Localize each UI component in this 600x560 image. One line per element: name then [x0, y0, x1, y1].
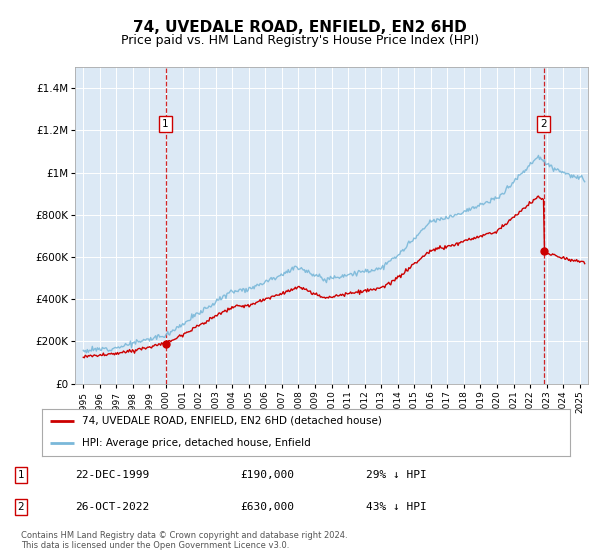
Text: Price paid vs. HM Land Registry's House Price Index (HPI): Price paid vs. HM Land Registry's House … [121, 34, 479, 46]
Text: 1: 1 [17, 470, 25, 480]
Text: HPI: Average price, detached house, Enfield: HPI: Average price, detached house, Enfi… [82, 438, 310, 448]
Text: 1: 1 [162, 119, 169, 129]
Text: 2: 2 [541, 119, 547, 129]
Text: £190,000: £190,000 [240, 470, 294, 480]
Text: 2: 2 [17, 502, 25, 512]
Text: Contains HM Land Registry data © Crown copyright and database right 2024.
This d: Contains HM Land Registry data © Crown c… [21, 531, 347, 550]
Text: 43% ↓ HPI: 43% ↓ HPI [366, 502, 427, 512]
Text: 22-DEC-1999: 22-DEC-1999 [75, 470, 149, 480]
Text: 74, UVEDALE ROAD, ENFIELD, EN2 6HD: 74, UVEDALE ROAD, ENFIELD, EN2 6HD [133, 20, 467, 35]
Text: 29% ↓ HPI: 29% ↓ HPI [366, 470, 427, 480]
Text: £630,000: £630,000 [240, 502, 294, 512]
Text: 26-OCT-2022: 26-OCT-2022 [75, 502, 149, 512]
Text: 74, UVEDALE ROAD, ENFIELD, EN2 6HD (detached house): 74, UVEDALE ROAD, ENFIELD, EN2 6HD (deta… [82, 416, 382, 426]
